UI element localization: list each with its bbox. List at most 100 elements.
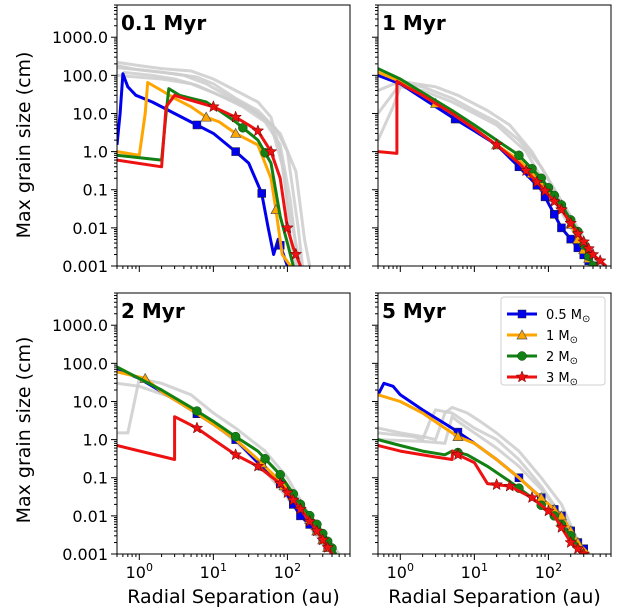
- x-tick-label: 102: [274, 561, 301, 582]
- gray-line: [378, 405, 586, 554]
- series-line-2: [378, 438, 585, 554]
- legend-label: 3 M⊙: [546, 371, 578, 388]
- data-point: [577, 235, 591, 248]
- y-tick-label: 1.0: [83, 431, 108, 450]
- data-point: [190, 421, 204, 434]
- plot-frame: [116, 4, 351, 267]
- x-tick-label: 101: [200, 561, 227, 582]
- y-tick-label: 0.1: [83, 469, 108, 488]
- gray-line: [117, 381, 334, 554]
- legend-marker: [517, 351, 527, 361]
- data-point: [264, 144, 278, 158]
- data-point: [310, 524, 324, 537]
- data-point: [582, 241, 596, 255]
- legend-label: 1 M⊙: [546, 329, 578, 346]
- y-tick-label: 10.0: [72, 104, 108, 123]
- data-point: [566, 234, 575, 244]
- legend-box: [500, 296, 606, 386]
- data-point: [555, 520, 568, 533]
- x-tick-label: 100: [126, 561, 153, 582]
- gray-line: [378, 408, 585, 554]
- y-tick-label: 10.0: [72, 392, 108, 411]
- legend-label: 2 M⊙: [546, 350, 578, 367]
- plot-frame: [377, 4, 612, 267]
- panel-3: 100 101 102 1000.0 100.0 10.0 1.0 0.1 0.01 0.001 2…: [52, 292, 351, 608]
- data-point: [451, 448, 465, 461]
- legend-marker: [516, 329, 528, 340]
- data-point: [321, 540, 335, 553]
- series-line-0.5: [117, 367, 334, 554]
- data-point: [557, 223, 566, 233]
- series-line-3: [378, 79, 607, 266]
- data-point: [519, 164, 533, 177]
- gray-lines: [378, 405, 586, 554]
- data-point: [206, 100, 220, 113]
- panel-title: 0.1 Myr: [121, 11, 206, 35]
- y-tick-label: 100.0: [62, 66, 108, 85]
- y-tick-label: 1.0: [83, 143, 108, 162]
- data-point: [192, 406, 202, 416]
- gray-line: [117, 376, 341, 554]
- x-axis-label: Radial Separation (au): [388, 586, 601, 608]
- y-axis-label: Max grain size (cm): [13, 52, 35, 239]
- y-tick-label: 0.01: [72, 507, 108, 526]
- data-point: [231, 147, 240, 156]
- gray-lines: [117, 60, 312, 266]
- series-line-2: [378, 67, 595, 266]
- y-tick-label: 0.1: [83, 181, 108, 200]
- data-point: [490, 138, 504, 151]
- data-point: [530, 175, 544, 188]
- data-point: [294, 502, 307, 515]
- y-axis-label: Max grain size (cm): [13, 337, 35, 524]
- data-point: [571, 227, 585, 240]
- series-line-1: [117, 370, 334, 554]
- data-point: [316, 533, 330, 546]
- y-tick-label: 0.001: [62, 257, 108, 276]
- y-tick-label: 0.001: [62, 545, 108, 564]
- data-point: [577, 547, 591, 554]
- series-line-3: [117, 415, 334, 554]
- data-point: [251, 459, 265, 472]
- data-point: [555, 203, 568, 216]
- data-point: [547, 194, 561, 207]
- data-point: [514, 150, 524, 161]
- series-line-3: [378, 444, 585, 554]
- series-line-2: [117, 365, 338, 554]
- series-line-0.5: [378, 381, 590, 554]
- data-point: [281, 221, 294, 234]
- data-point: [525, 491, 539, 504]
- series-group: [117, 365, 338, 554]
- data-point: [200, 111, 212, 122]
- data-point: [564, 535, 578, 548]
- y-tick-label: 0.01: [72, 219, 108, 238]
- plot-frame: [116, 292, 351, 555]
- gray-line: [117, 73, 312, 266]
- series-line-0.5: [117, 72, 289, 266]
- data-point: [273, 476, 287, 490]
- data-point: [571, 542, 585, 554]
- legend-marker: [515, 370, 529, 383]
- panel-title: 2 Myr: [121, 299, 185, 323]
- gray-line: [378, 414, 586, 554]
- data-point: [593, 254, 607, 266]
- data-point: [289, 247, 303, 260]
- legend-marker: [517, 309, 527, 319]
- data-point: [550, 210, 559, 219]
- y-tick-label: 100.0: [62, 354, 108, 373]
- x-axis-label: Radial Separation (au): [127, 586, 340, 608]
- x-tick-label: 101: [461, 561, 488, 582]
- data-point: [542, 504, 555, 517]
- data-point: [238, 123, 248, 133]
- series-group: [117, 72, 303, 266]
- data-point: [230, 127, 242, 138]
- data-point: [257, 189, 266, 198]
- panel-title: 5 Myr: [382, 299, 446, 323]
- data-point: [192, 120, 202, 130]
- panel-title: 1 Myr: [382, 11, 446, 35]
- series-line-0.5: [378, 73, 595, 266]
- panel-4: 100 101 102 5 Myr Radial Separation (au) 0.5 …: [372, 292, 612, 608]
- data-point: [303, 514, 317, 527]
- y-tick-label: 1000.0: [52, 28, 108, 47]
- series-line-1: [378, 393, 590, 554]
